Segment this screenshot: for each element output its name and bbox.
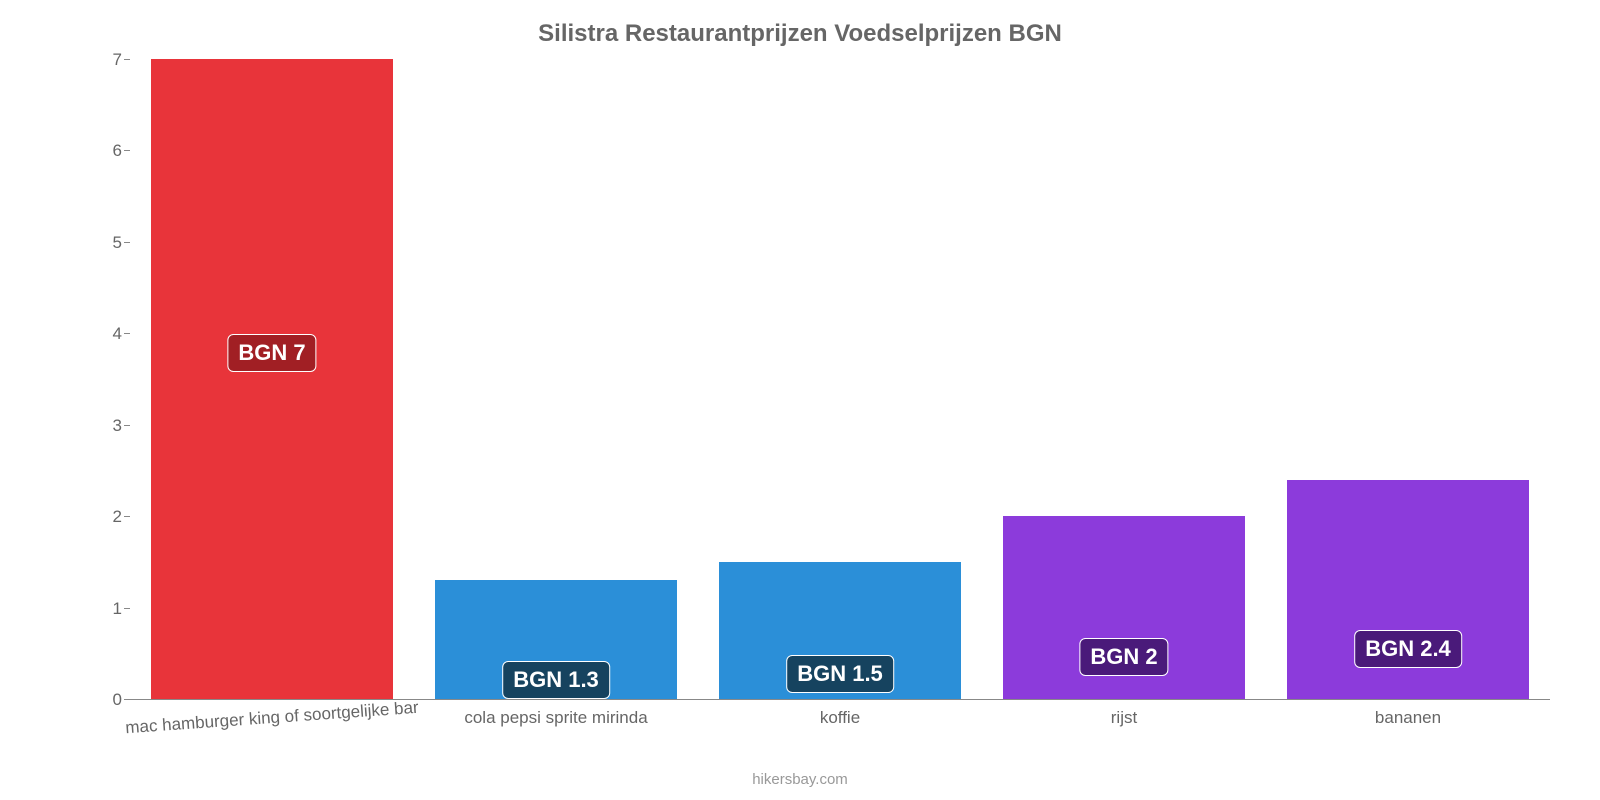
watermark: hikersbay.com xyxy=(0,771,1600,788)
x-axis-label: rijst xyxy=(1111,708,1137,728)
plot-area: BGN 7 BGN 1.3 BGN 1.5 BGN 2 BGN 2.4 xyxy=(130,60,1550,700)
y-tick-label: 4 xyxy=(113,324,122,344)
bar xyxy=(151,59,392,699)
bar-chart: Silistra Restaurantprijzen Voedselprijze… xyxy=(0,0,1600,800)
bar-value-label: BGN 2 xyxy=(1079,638,1168,676)
x-axis-label: cola pepsi sprite mirinda xyxy=(464,708,647,728)
y-tick-label: 5 xyxy=(113,233,122,253)
y-tick-label: 1 xyxy=(113,599,122,619)
chart-title: Silistra Restaurantprijzen Voedselprijze… xyxy=(0,20,1600,48)
y-tick-label: 0 xyxy=(113,690,122,710)
y-tick-label: 2 xyxy=(113,507,122,527)
y-tick-label: 6 xyxy=(113,141,122,161)
bar-value-label: BGN 2.4 xyxy=(1354,630,1462,668)
y-tick-label: 7 xyxy=(113,50,122,70)
bar-value-label: BGN 7 xyxy=(227,334,316,372)
y-axis: 01234567 xyxy=(0,60,130,700)
x-axis-label: koffie xyxy=(820,708,860,728)
x-axis-label: mac hamburger king of soortgelijke bar xyxy=(125,698,420,738)
bar-value-label: BGN 1.3 xyxy=(502,661,610,699)
x-axis-label: bananen xyxy=(1375,708,1441,728)
y-tick-label: 3 xyxy=(113,416,122,436)
bar-value-label: BGN 1.5 xyxy=(786,655,894,693)
